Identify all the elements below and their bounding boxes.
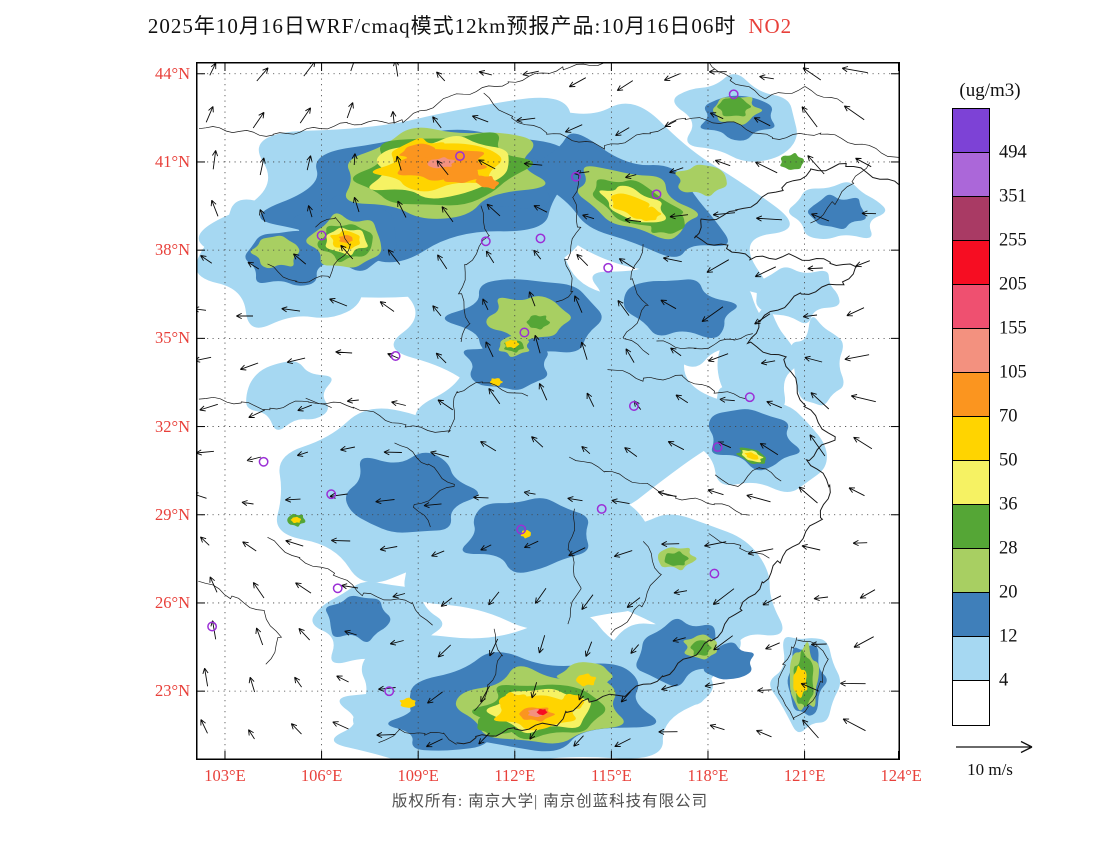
city-marker [390, 351, 401, 361]
colorbar-label: 255 [999, 230, 1027, 251]
x-tick-label: 109°E [397, 766, 439, 785]
page-title: 2025年10月16日WRF/cmaq模式12km预报产品:10月16日06时 N… [0, 10, 940, 40]
colorbar-swatch [953, 373, 989, 417]
colorbar-label: 494 [999, 142, 1027, 163]
colorbar-label: 70 [999, 406, 1018, 427]
city-marker [519, 327, 530, 338]
colorbar-swatch [953, 241, 989, 285]
colorbar-swatch [953, 593, 989, 637]
city-marker [516, 524, 527, 535]
y-tick-label: 23°N [154, 681, 190, 701]
colorbar-swatch [953, 329, 989, 373]
city-marker [744, 392, 755, 403]
colorbar-label: 36 [999, 494, 1018, 515]
map-frame [196, 62, 900, 760]
colorbar-swatch [953, 285, 989, 329]
y-tick-label: 35°N [154, 328, 190, 348]
wind-legend: 10 m/s [928, 738, 1052, 780]
colorbar-label: 4 [999, 670, 1009, 691]
colorbar-swatch [953, 197, 989, 241]
copyright: 版权所有: 南京大学| 南京创蓝科技有限公司 [391, 793, 709, 810]
y-tick-label: 29°N [154, 504, 190, 524]
colorbar-label: 12 [999, 626, 1018, 647]
grid-lines [196, 62, 900, 760]
colorbar: 494 351 255 205 155 105 70 50 36 28 20 12 4 [952, 108, 1027, 726]
colorbar-label: 105 [999, 362, 1027, 383]
x-tick-label: 121°E [783, 766, 826, 785]
colorbar-label: 351 [999, 186, 1027, 207]
colorbar-swatch [953, 417, 989, 461]
colorbar-swatch [953, 505, 989, 549]
y-tick-label: 41°N [154, 151, 190, 171]
colorbar-swatch [953, 549, 989, 593]
city-marker [712, 442, 723, 453]
title-text: 2025年10月16日WRF/cmaq模式12km预报产品:10月16日06时 [147, 14, 737, 38]
colorbar-swatch [953, 109, 989, 153]
city-marker [628, 401, 639, 411]
concentration-field [196, 74, 886, 775]
title-species: NO2 [748, 14, 793, 38]
city-marker [316, 230, 327, 241]
wind-reference-arrow [956, 740, 1033, 754]
colorbar-label: 155 [999, 318, 1027, 339]
city-marker [651, 189, 662, 200]
city-marker [207, 621, 218, 632]
colorbar-swatch [953, 461, 989, 505]
city-marker [603, 262, 614, 273]
y-tick-label: 38°N [154, 240, 190, 260]
city-marker [480, 236, 491, 247]
colorbar-swatch [953, 681, 989, 725]
x-tick-label: 118°E [687, 766, 729, 785]
city-marker [571, 171, 581, 182]
colorbar-label: 28 [999, 538, 1018, 559]
forecast-map [192, 52, 909, 775]
city-marker [455, 151, 465, 162]
city-marker [709, 568, 720, 579]
y-tick-label: 26°N [154, 592, 190, 612]
colorbar-swatch [953, 153, 989, 197]
colorbar-label: 20 [999, 582, 1018, 603]
city-markers [207, 89, 755, 697]
y-tick-label: 44°N [154, 63, 190, 83]
city-marker [728, 89, 739, 100]
city-marker [258, 456, 269, 467]
y-tick-label: 32°N [154, 416, 190, 436]
wind-reference-label: 10 m/s [967, 760, 1013, 779]
colorbar-unit: (ug/m3) [959, 80, 1021, 101]
x-tick-label: 124°E [880, 766, 922, 785]
wind-vectors [192, 52, 877, 748]
x-tick-label: 112°E [494, 766, 536, 785]
colorbar-label: 205 [999, 274, 1027, 295]
x-tick-label: 103°E [204, 766, 246, 785]
colorbar-label: 50 [999, 450, 1018, 471]
city-marker [332, 583, 343, 594]
city-marker [535, 233, 546, 244]
colorbar-swatch [953, 637, 989, 681]
city-marker [596, 503, 607, 514]
map-area [192, 52, 909, 775]
city-marker [384, 686, 395, 697]
city-marker [326, 489, 337, 500]
x-tick-label: 106°E [300, 766, 343, 785]
x-tick-label: 115°E [590, 766, 632, 785]
